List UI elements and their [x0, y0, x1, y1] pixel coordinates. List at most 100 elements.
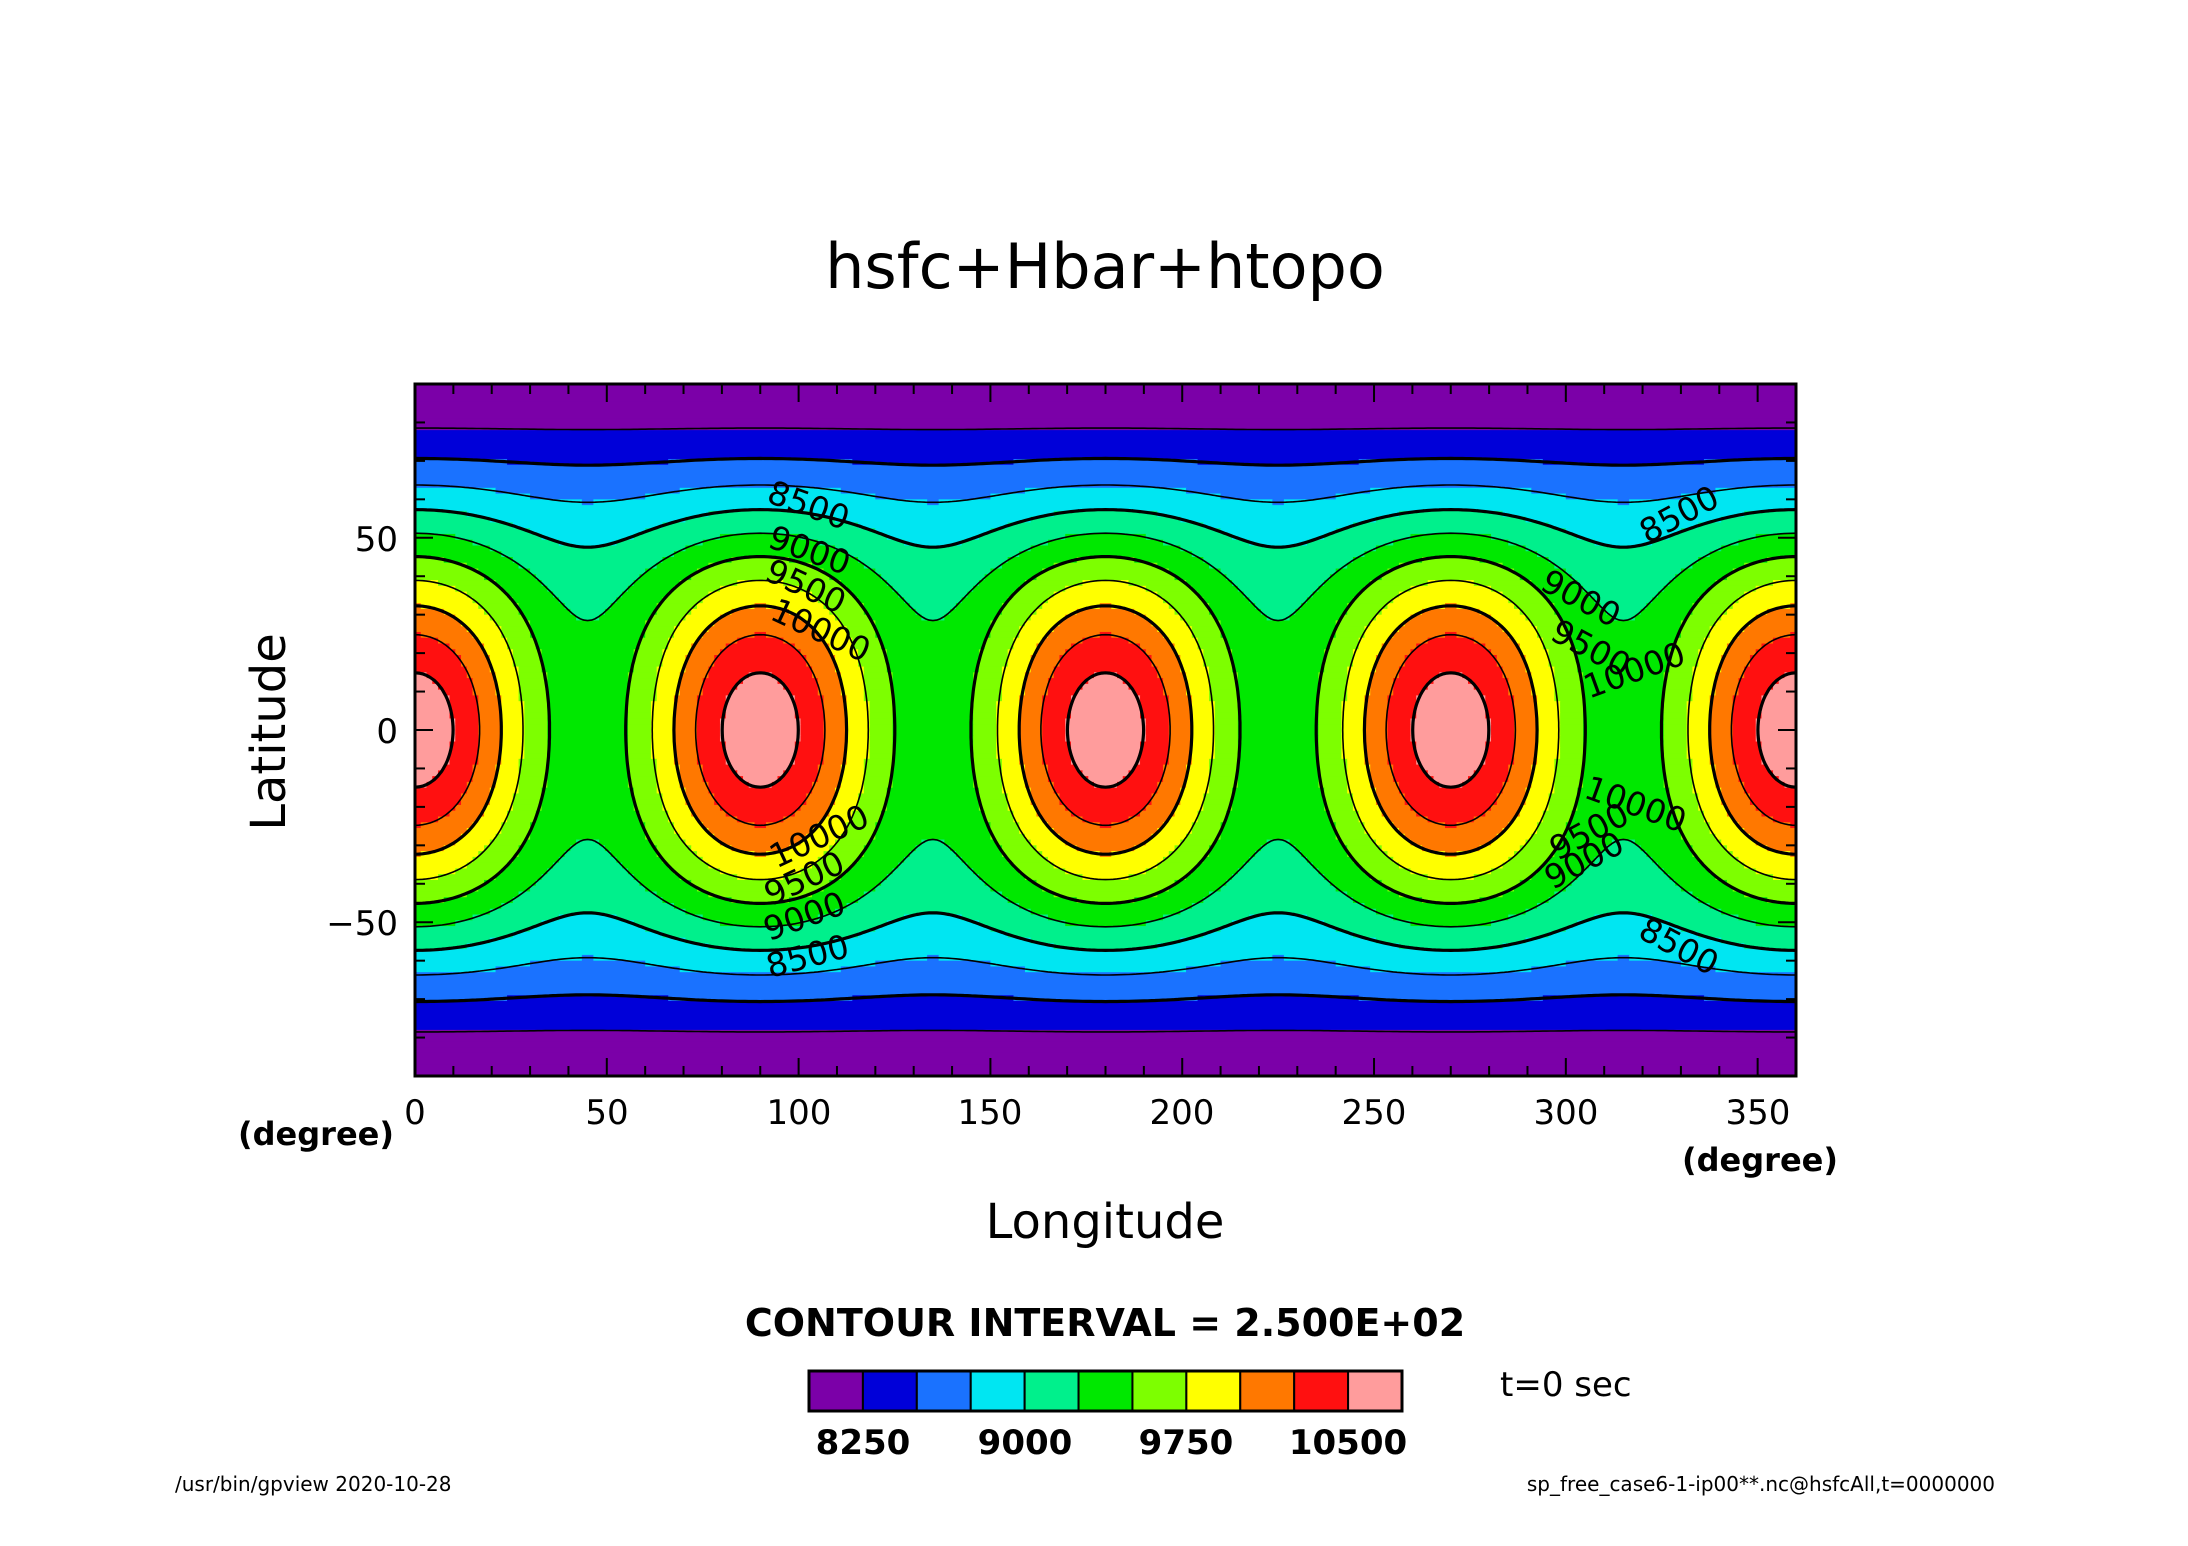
contour-band-cell — [1554, 562, 1694, 570]
contour-band-cell — [1065, 920, 1147, 927]
contour-band-cell — [1232, 799, 1325, 806]
contour-band-cell — [1145, 585, 1193, 593]
contour-band-cell — [1019, 868, 1066, 875]
contour-band-cell — [1036, 574, 1176, 581]
contour-band-cell — [1318, 706, 1343, 714]
contour-band-cell — [886, 787, 980, 795]
contour-band-cell — [1514, 747, 1538, 754]
contour-band-cell — [1473, 637, 1515, 645]
contour-band-cell — [1525, 666, 1555, 673]
contour-band-cell — [1364, 724, 1389, 731]
contour-band-cell — [478, 730, 502, 737]
contour-band-cell — [1525, 793, 1550, 800]
contour-band-cell — [1410, 868, 1492, 875]
contour-band-cell — [1347, 781, 1371, 789]
contour-band-cell — [1525, 787, 1555, 795]
contour-band-cell — [415, 747, 451, 754]
contour-band-cell — [1663, 695, 1694, 702]
contour-band-cell — [466, 781, 497, 789]
contour-band-cell — [1335, 493, 1567, 500]
colorbar-swatch — [1185, 1370, 1242, 1412]
contour-band-cell — [679, 833, 715, 841]
contour-band-cell — [679, 683, 704, 691]
contour-band-cell — [1669, 874, 1717, 881]
contour-band-cell — [1537, 903, 1711, 910]
contour-band-cell — [1594, 914, 1653, 921]
contour-band-cell — [1675, 574, 1728, 581]
contour-band-cell — [909, 603, 957, 610]
contour-band-cell — [1053, 943, 1158, 950]
contour-band-cell — [1571, 643, 1676, 650]
contour-band-cell — [449, 758, 479, 766]
contour-band-cell — [1606, 608, 1642, 616]
contour-band-cell — [547, 672, 629, 679]
contour-band-cell — [1703, 643, 1728, 650]
contour-band-cell — [794, 643, 830, 650]
contour-band-cell — [507, 995, 669, 1002]
contour-band-cell — [714, 655, 807, 662]
contour-band-cell — [1364, 730, 1389, 737]
contour-band-cell — [1019, 718, 1043, 725]
contour-band-cell — [1036, 845, 1078, 852]
contour-band-cell — [415, 476, 1796, 483]
contour-band-cell — [455, 868, 502, 875]
contour-band-cell — [530, 926, 646, 933]
contour-band-cell — [1220, 568, 1337, 575]
contour-band-cell — [1393, 683, 1429, 691]
contour-band-cell — [1427, 770, 1475, 777]
contour-band-cell — [662, 660, 687, 668]
contour-band-cell — [702, 770, 738, 777]
contour-band-cell — [1416, 810, 1486, 818]
contour-band-cell — [1134, 689, 1164, 696]
contour-band-cell — [650, 724, 675, 731]
contour-band-cell — [1404, 620, 1498, 627]
contour-band-cell — [415, 418, 1796, 425]
contour-band-cell — [1191, 758, 1210, 766]
contour-band-cell — [1042, 816, 1084, 823]
contour-band-cell — [1542, 458, 1705, 466]
contour-band-cell — [1180, 839, 1216, 846]
contour-band-cell — [679, 770, 704, 777]
contour-band-cell — [1306, 856, 1354, 864]
contour-band-cell — [1203, 655, 1233, 662]
contour-band-cell — [1295, 608, 1348, 616]
contour-band-cell — [1186, 672, 1210, 679]
contour-band-cell — [558, 597, 617, 604]
contour-band-cell — [696, 701, 727, 708]
contour-band-cell — [806, 655, 836, 662]
contour-band-cell — [415, 920, 456, 927]
contour-band-cell — [840, 764, 865, 771]
contour-band-cell — [415, 735, 456, 743]
contour-band-cell — [1663, 718, 1688, 725]
contour-band-cell — [518, 562, 658, 570]
contour-band-cell — [1243, 591, 1314, 598]
contour-band-cell — [990, 493, 1222, 500]
contour-band-cell — [1070, 712, 1141, 720]
contour-band-cell — [656, 603, 698, 610]
contour-band-cell — [1209, 672, 1239, 679]
contour-band-cell — [656, 770, 681, 777]
contour-band-cell — [1191, 631, 1222, 639]
contour-line-8250 — [415, 427, 1796, 1033]
contour-band-cell — [863, 787, 888, 795]
contour-band-cell — [1157, 510, 1400, 518]
contour-band-cell — [1180, 793, 1204, 800]
contour-band-cell — [1140, 706, 1170, 714]
contour-band-cell — [1709, 706, 1734, 714]
contour-band-cell — [869, 706, 894, 714]
contour-band-cell — [1134, 845, 1176, 852]
contour-band-cell — [478, 747, 502, 754]
contour-band-cell — [719, 730, 802, 737]
contour-band-cell — [443, 845, 485, 852]
contour-band-cell — [823, 712, 848, 720]
contour-band-cell — [1186, 580, 1233, 587]
contour-band-cell — [1669, 660, 1699, 668]
contour-band-cell — [415, 470, 1796, 477]
contour-band-cell — [449, 810, 485, 818]
contour-band-cell — [547, 730, 629, 737]
contour-band-cell — [875, 926, 992, 933]
contour-band-cell — [489, 660, 514, 668]
contour-band-cell — [512, 649, 543, 656]
contour-band-cell — [1531, 764, 1555, 771]
contour-band-cell — [1065, 804, 1147, 812]
